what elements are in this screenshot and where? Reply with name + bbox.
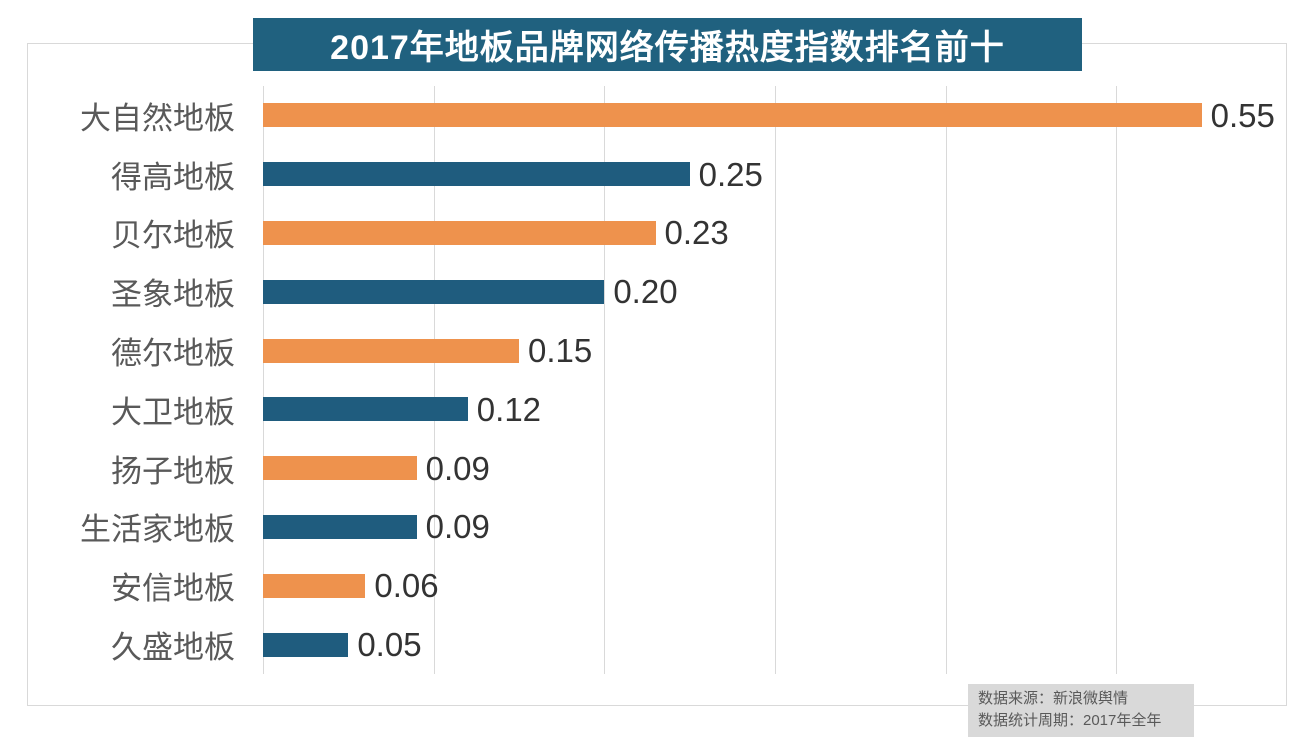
- bar-row: 贝尔地板 0.23: [27, 204, 1287, 263]
- gridline: [1286, 86, 1287, 674]
- bar: [263, 220, 656, 245]
- gridline: [263, 86, 264, 674]
- gridline: [433, 86, 435, 674]
- bar: [263, 514, 417, 539]
- category-label: 贝尔地板: [111, 218, 235, 254]
- bar: [263, 103, 1202, 128]
- bar: [263, 162, 690, 187]
- data-period-line: 数据统计周期：2017年全年: [978, 712, 1162, 729]
- bar-area: 0.12: [263, 380, 1287, 439]
- data-source-line: 数据来源：新浪微舆情: [978, 690, 1129, 707]
- gridline: [1116, 86, 1118, 674]
- bar-row: 安信地板 0.06: [27, 556, 1287, 615]
- bar-row: 得高地板 0.25: [27, 145, 1287, 204]
- value-label: 0.05: [357, 626, 422, 664]
- bar-area: 0.20: [263, 262, 1287, 321]
- bar-row: 久盛地板 0.05: [27, 615, 1287, 674]
- bar-row: 圣象地板 0.20: [27, 262, 1287, 321]
- value-label: 0.09: [425, 449, 490, 487]
- bar-area: 0.15: [263, 321, 1287, 380]
- category-label: 德尔地板: [111, 336, 235, 372]
- bar-rows: 大自然地板 0.55 得高地板 0.25 贝尔地板 0.23 圣象地板 0.20 德尔地板 0.1…: [27, 86, 1287, 674]
- gridline: [775, 86, 776, 674]
- value-label: 0.23: [664, 214, 729, 252]
- bar-row: 德尔地板 0.15: [27, 321, 1287, 380]
- category-label: 大卫地板: [111, 394, 235, 430]
- category-label: 久盛地板: [111, 630, 235, 666]
- bar-area: 0.23: [263, 204, 1287, 263]
- value-label: 0.09: [425, 508, 490, 546]
- category-label: 得高地板: [111, 159, 235, 195]
- bar-row: 生活家地板 0.09: [27, 498, 1287, 557]
- chart-frame: [27, 43, 1287, 706]
- value-label: 0.15: [528, 332, 593, 370]
- value-label: 0.25: [698, 155, 763, 193]
- bar-row: 扬子地板 0.09: [27, 439, 1287, 498]
- chart-title-banner: 2017年地板品牌网络传播热度指数排名前十: [253, 18, 1082, 71]
- bar: [263, 456, 417, 481]
- bar-area: 0.06: [263, 556, 1287, 615]
- gridline: [945, 86, 947, 674]
- bar-area: 0.09: [263, 439, 1287, 498]
- value-label: 0.20: [613, 273, 678, 311]
- bar-row: 大卫地板 0.12: [27, 380, 1287, 439]
- bar-area: 0.55: [263, 86, 1287, 145]
- bar-area: 0.09: [263, 498, 1287, 557]
- value-label: 0.55: [1210, 96, 1275, 134]
- chart-title: 2017年地板品牌网络传播热度指数排名前十: [330, 29, 1005, 67]
- gridlines: [263, 86, 1287, 674]
- value-label: 0.06: [374, 567, 439, 605]
- bar-area: 0.05: [263, 615, 1287, 674]
- gridline: [604, 86, 606, 674]
- data-source-box: 数据来源：新浪微舆情 数据统计周期：2017年全年: [968, 684, 1194, 737]
- bar: [263, 397, 468, 422]
- value-label: 0.12: [476, 390, 542, 428]
- bar: [263, 279, 605, 304]
- bar-row: 大自然地板 0.55: [27, 86, 1287, 145]
- category-label: 生活家地板: [80, 512, 235, 548]
- category-label: 扬子地板: [111, 453, 235, 489]
- bar-area: 0.25: [263, 145, 1287, 204]
- bar: [263, 573, 366, 598]
- bar: [263, 632, 349, 657]
- category-label: 安信地板: [111, 571, 235, 607]
- category-label: 圣象地板: [111, 277, 235, 313]
- category-label: 大自然地板: [80, 100, 235, 136]
- bar: [263, 338, 519, 363]
